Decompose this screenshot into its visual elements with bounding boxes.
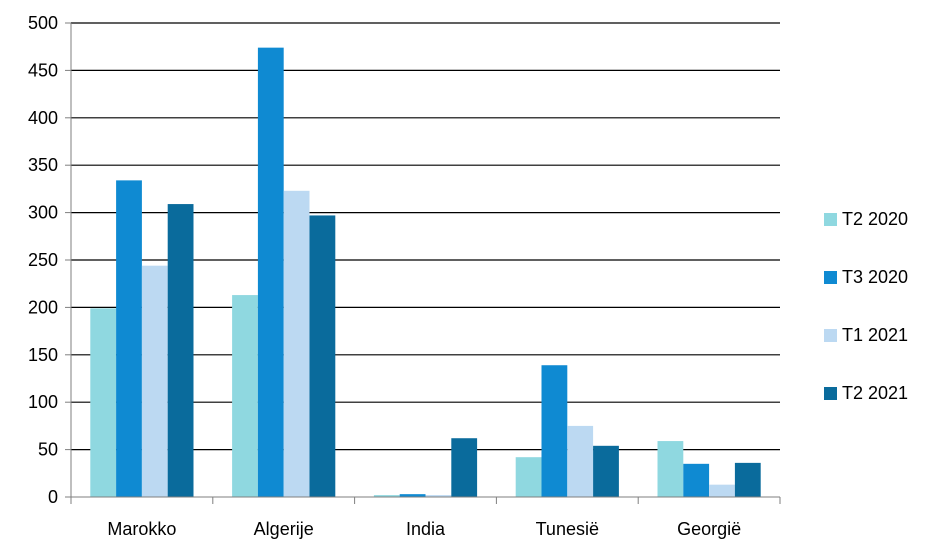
y-tick-label: 500 [28,13,58,33]
bar [257,47,284,497]
bar [373,495,400,497]
legend-item: T2 2020 [824,190,908,248]
bar [141,265,168,497]
y-axis-tick-labels: 0 50 100 150 200 250 300 350 400 450 500 [28,13,58,507]
legend-item: T3 2020 [824,248,908,306]
legend: T2 2020 T3 2020 T1 2021 T2 2021 [824,190,908,422]
y-tick-label: 0 [48,487,58,507]
x-tick-label: Tunesië [536,519,599,539]
legend-swatch [824,328,837,342]
legend-swatch [824,270,837,284]
bar [425,495,452,497]
y-tick-label: 200 [28,297,58,317]
bar [451,438,478,497]
y-tick-label: 400 [28,108,58,128]
legend-swatch [824,386,837,400]
bar [399,494,426,497]
x-tick-label: Algerije [254,519,314,539]
bar [167,204,194,497]
legend-label: T2 2021 [842,382,909,403]
bar [309,215,336,497]
x-tick-label: India [406,519,446,539]
bar [232,295,258,497]
legend-label: T3 2020 [842,266,909,287]
x-tick-label: Marokko [107,519,176,539]
bar [283,190,310,497]
legend-label: T2 2020 [842,208,909,229]
y-tick-label: 50 [38,440,58,460]
bar [593,445,619,497]
x-axis-tick-labels: Marokko Algerije India Tunesië Georgië [107,519,741,539]
x-tick-label: Georgië [677,519,741,539]
bar [683,463,710,497]
bar [541,365,568,497]
bar [734,462,761,497]
legend-swatch [824,212,837,226]
bar [709,484,735,497]
y-tick-label: 100 [28,392,58,412]
bar [515,457,542,497]
bar [657,441,684,497]
y-tick-label: 450 [28,60,58,80]
bar [567,425,594,497]
bar [116,180,142,498]
bars [90,47,761,498]
legend-label: T1 2021 [842,324,909,345]
bar [90,308,117,497]
y-tick-label: 150 [28,345,58,365]
y-tick-label: 350 [28,155,58,175]
axes [65,22,781,504]
legend-item: T1 2021 [824,306,908,364]
y-tick-label: 300 [28,203,58,223]
y-tick-label: 250 [28,250,58,270]
legend-item: T2 2021 [824,364,908,422]
